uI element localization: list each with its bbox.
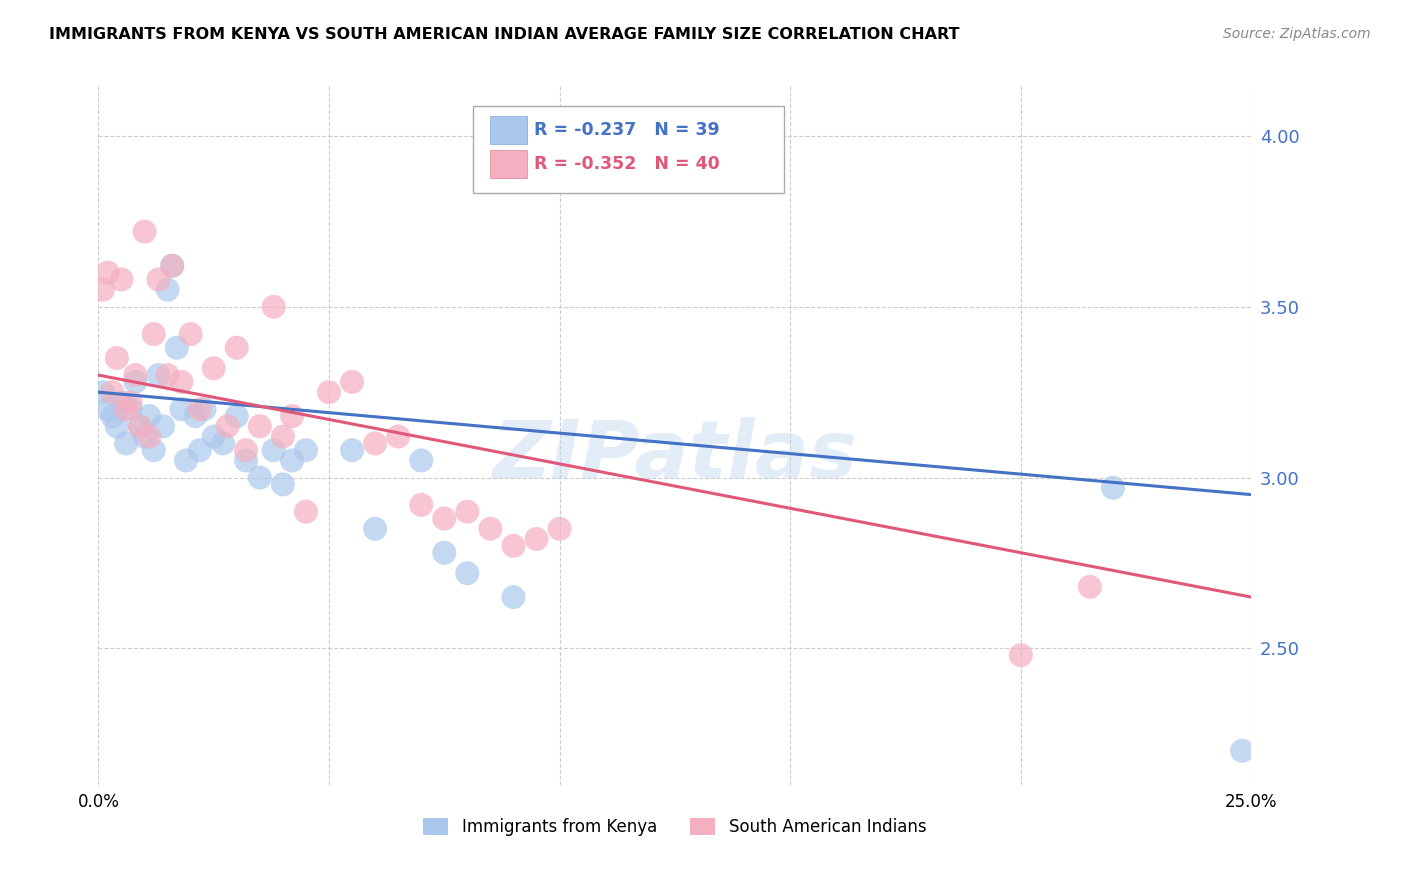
Point: [263, 443, 285, 458]
Point: [548, 522, 571, 536]
Point: [129, 419, 152, 434]
Point: [1010, 648, 1032, 662]
Point: [433, 511, 456, 525]
Point: [364, 436, 387, 450]
Point: [202, 361, 225, 376]
Text: IMMIGRANTS FROM KENYA VS SOUTH AMERICAN INDIAN AVERAGE FAMILY SIZE CORRELATION C: IMMIGRANTS FROM KENYA VS SOUTH AMERICAN …: [49, 27, 960, 42]
Point: [502, 590, 524, 604]
Point: [115, 436, 138, 450]
Point: [156, 283, 179, 297]
Point: [188, 443, 211, 458]
Point: [249, 470, 271, 484]
Point: [180, 327, 202, 342]
FancyBboxPatch shape: [472, 106, 785, 194]
Point: [138, 429, 160, 443]
Point: [170, 375, 193, 389]
Text: Source: ZipAtlas.com: Source: ZipAtlas.com: [1223, 27, 1371, 41]
Point: [340, 443, 363, 458]
Point: [411, 498, 433, 512]
Point: [142, 327, 165, 342]
Point: [411, 453, 433, 467]
Point: [124, 375, 146, 389]
Point: [281, 409, 304, 423]
Point: [120, 395, 142, 409]
Point: [235, 443, 257, 458]
Point: [105, 351, 128, 365]
Point: [148, 272, 170, 286]
Point: [97, 402, 120, 417]
Point: [174, 453, 197, 467]
FancyBboxPatch shape: [491, 116, 527, 145]
Point: [188, 402, 211, 417]
Point: [456, 505, 478, 519]
Point: [364, 522, 387, 536]
Point: [97, 266, 120, 280]
Point: [225, 409, 247, 423]
Point: [124, 368, 146, 382]
Text: R = -0.352   N = 40: R = -0.352 N = 40: [534, 155, 720, 173]
Point: [1230, 744, 1253, 758]
Point: [433, 546, 456, 560]
Point: [235, 453, 257, 467]
Point: [456, 566, 478, 581]
Point: [271, 429, 294, 443]
Point: [129, 419, 152, 434]
Point: [217, 419, 239, 434]
Point: [101, 385, 124, 400]
Point: [115, 402, 138, 417]
Point: [502, 539, 524, 553]
Point: [156, 368, 179, 382]
Point: [91, 283, 114, 297]
Text: R = -0.237   N = 39: R = -0.237 N = 39: [534, 121, 720, 139]
Point: [387, 429, 409, 443]
Point: [193, 402, 215, 417]
Point: [225, 341, 247, 355]
Point: [479, 522, 502, 536]
Point: [101, 409, 124, 423]
Point: [295, 505, 318, 519]
Point: [202, 429, 225, 443]
Point: [1078, 580, 1101, 594]
Point: [212, 436, 235, 450]
FancyBboxPatch shape: [491, 150, 527, 178]
Point: [340, 375, 363, 389]
Point: [1102, 481, 1125, 495]
Legend: Immigrants from Kenya, South American Indians: Immigrants from Kenya, South American In…: [416, 812, 934, 843]
Point: [110, 395, 132, 409]
Point: [105, 419, 128, 434]
Point: [134, 429, 156, 443]
Point: [110, 272, 132, 286]
Point: [170, 402, 193, 417]
Point: [120, 402, 142, 417]
Point: [160, 259, 183, 273]
Point: [295, 443, 318, 458]
Point: [152, 419, 174, 434]
Point: [318, 385, 340, 400]
Point: [138, 409, 160, 423]
Point: [134, 225, 156, 239]
Point: [184, 409, 207, 423]
Point: [249, 419, 271, 434]
Point: [263, 300, 285, 314]
Point: [166, 341, 188, 355]
Point: [271, 477, 294, 491]
Point: [526, 532, 548, 546]
Point: [91, 385, 114, 400]
Point: [148, 368, 170, 382]
Point: [142, 443, 165, 458]
Point: [160, 259, 183, 273]
Text: ZIPatlas: ZIPatlas: [492, 417, 858, 495]
Point: [281, 453, 304, 467]
